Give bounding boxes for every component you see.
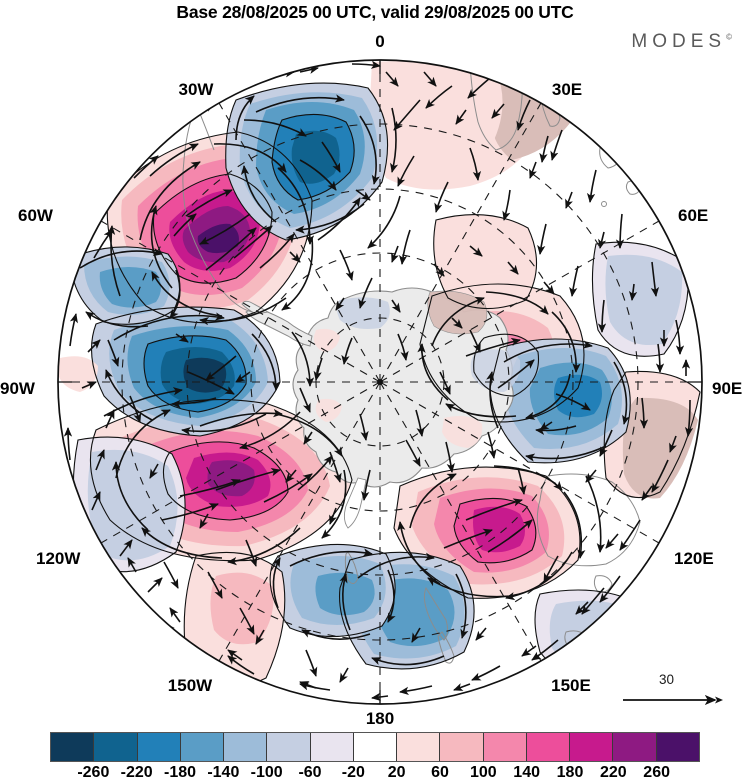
lon-label-60E: 60E bbox=[678, 206, 709, 225]
wind-vector-scale-value: 30 bbox=[659, 672, 675, 687]
colorbar-swatch bbox=[51, 733, 95, 761]
colorbar-ticklabels: -260 -220 -180 -140 -100 -60 -20 20 60 100 140 180 2… bbox=[50, 764, 700, 784]
lon-label-90E: 90E bbox=[712, 379, 743, 398]
reference-arrow-icon bbox=[623, 694, 723, 706]
lon-label-150E: 150E bbox=[551, 676, 591, 695]
colorbar-swatch bbox=[570, 733, 614, 761]
map-contour-layer bbox=[58, 60, 702, 704]
colorbar-swatch bbox=[613, 733, 657, 761]
colorbar-tick-label: -100 bbox=[250, 764, 283, 781]
pole-marker bbox=[377, 379, 383, 385]
colorbar-swatch bbox=[526, 733, 571, 761]
colorbar-tick-label: -20 bbox=[341, 764, 365, 781]
wind-vector-scale-key: 30 bbox=[619, 672, 739, 712]
lon-label-120E: 120E bbox=[674, 549, 714, 568]
colorbar-swatch bbox=[397, 733, 441, 761]
map-svg bbox=[57, 59, 703, 705]
colorbar-tick-label: -180 bbox=[163, 764, 197, 781]
lon-label-30W: 30W bbox=[178, 80, 214, 99]
modes-logo: MODES© bbox=[631, 31, 732, 53]
colorbar-tick-label: -260 bbox=[77, 764, 110, 781]
globe-outline bbox=[57, 59, 703, 705]
colorbar-swatch bbox=[440, 733, 484, 761]
rim-ticks bbox=[58, 60, 702, 704]
colorbar: -260 -220 -180 -140 -100 -60 -20 20 60 100 140 180 2… bbox=[0, 726, 750, 783]
lon-label-150W: 150W bbox=[167, 676, 213, 695]
colorbar-swatch bbox=[224, 733, 268, 761]
colorbar-tick-label: 180 bbox=[556, 764, 584, 781]
colorbar-swatch bbox=[310, 733, 354, 761]
colorbar-tick-label: -60 bbox=[298, 764, 322, 781]
lon-label-180: 180 bbox=[365, 709, 395, 728]
copyright-mark: © bbox=[726, 32, 732, 42]
colorbar-swatches bbox=[50, 732, 700, 762]
polar-stereographic-map: 0 30E 60E 90E 120E 150E 180 150W 120W 90… bbox=[0, 32, 743, 728]
colorbar-swatch bbox=[267, 733, 311, 761]
coastlines bbox=[182, 63, 643, 664]
wind-vectors bbox=[63, 60, 694, 696]
colorbar-swatch bbox=[656, 733, 699, 761]
colorbar-tick-label: 140 bbox=[513, 764, 541, 781]
colorbar-tick-label: 20 bbox=[387, 764, 406, 781]
colorbar-tick-label: -220 bbox=[120, 764, 153, 781]
lon-label-120W: 120W bbox=[36, 549, 81, 568]
colorbar-swatch bbox=[137, 733, 181, 761]
colorbar-tick-label: 60 bbox=[431, 764, 449, 781]
colorbar-tick-label: 100 bbox=[469, 764, 497, 781]
lon-label-90W: 90W bbox=[0, 379, 35, 398]
colorbar-swatch bbox=[94, 733, 138, 761]
page-title: Base 28/08/2025 00 UTC, valid 29/08/2025… bbox=[176, 2, 574, 22]
colorbar-tick-label: 260 bbox=[643, 764, 671, 781]
lon-label-30E: 30E bbox=[551, 80, 583, 99]
modes-logo-text: MODES bbox=[631, 31, 727, 52]
colorbar-swatch bbox=[483, 733, 527, 761]
colorbar-tick-label: -140 bbox=[207, 764, 240, 781]
lon-label-60W: 60W bbox=[18, 206, 53, 225]
colorbar-swatch bbox=[353, 733, 398, 761]
colorbar-tick-label: 220 bbox=[599, 764, 627, 781]
colorbar-swatch bbox=[180, 733, 225, 761]
lon-label-0: 0 bbox=[375, 32, 385, 51]
